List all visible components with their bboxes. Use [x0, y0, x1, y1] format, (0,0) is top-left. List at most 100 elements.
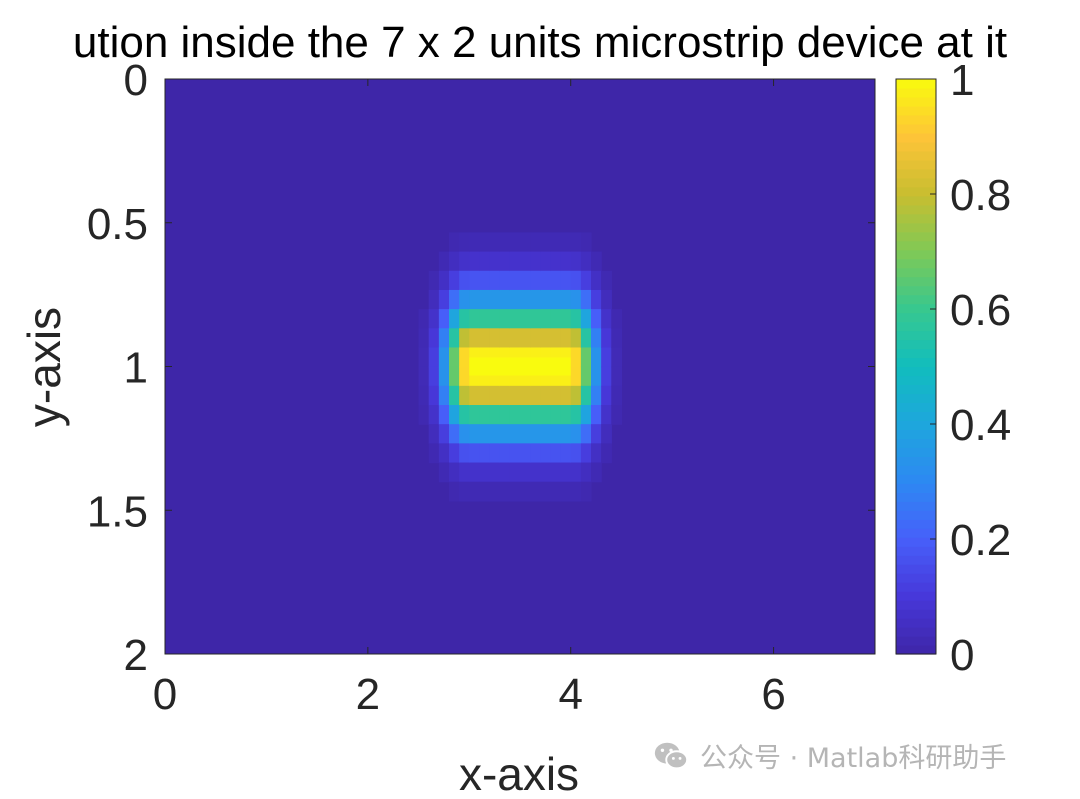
- colorbar-segment: [896, 357, 936, 368]
- heatmap-cell: [449, 232, 460, 253]
- heatmap-cell: [479, 232, 491, 253]
- heatmap-cell: [449, 328, 460, 349]
- heatmap-cell: [509, 270, 521, 291]
- colorbar-segment: [896, 339, 936, 350]
- heatmap-cell: [580, 347, 592, 368]
- heatmap-cell: [560, 424, 572, 444]
- heatmap-cell: [459, 462, 470, 483]
- heatmap-cell: [438, 385, 450, 406]
- heatmap-cell: [520, 443, 531, 464]
- colorbar-frame: [895, 78, 937, 655]
- heatmap-cell: [570, 232, 582, 253]
- colorbar-segment: [896, 285, 936, 296]
- heatmap-cell: [570, 405, 582, 425]
- heatmap-cell: [530, 481, 541, 502]
- heatmap-cell: [591, 328, 602, 349]
- heatmap-cell: [489, 462, 501, 483]
- heatmap-cell: [459, 347, 470, 368]
- heatmap-cell: [580, 385, 592, 406]
- heatmap-cell: [591, 366, 602, 387]
- heatmap-cell: [469, 328, 481, 349]
- x-tick-label: 2: [356, 670, 380, 719]
- y-axis: 0 0.5 1 1.5 2: [87, 56, 875, 680]
- heatmap-cell: [449, 289, 460, 310]
- heatmap-cell: [580, 424, 592, 444]
- colorbar-segment: [896, 213, 936, 224]
- colorbar-segment: [896, 330, 936, 341]
- heatmap-cell: [459, 424, 470, 444]
- heatmap-cell: [418, 347, 430, 368]
- heatmap-cell: [520, 424, 531, 444]
- heatmap-cell: [459, 481, 470, 502]
- heatmap-cell: [560, 385, 572, 406]
- plot-area: [165, 79, 875, 654]
- heatmap-cell: [560, 232, 572, 253]
- heatmap-cell: [550, 270, 562, 291]
- colorbar-segment: [896, 483, 936, 493]
- colorbar-segment: [896, 105, 936, 116]
- heatmap-cell: [601, 385, 612, 406]
- heatmap-cell: [449, 309, 460, 329]
- heatmap-cell: [499, 309, 511, 329]
- heatmap-cell: [530, 405, 541, 425]
- heatmap-cell: [591, 385, 602, 406]
- heatmap-cell: [499, 385, 511, 406]
- heatmap-cell: [438, 366, 450, 387]
- heatmap-cell: [499, 232, 511, 253]
- heatmap-cell: [479, 481, 491, 502]
- heatmap-cell: [550, 289, 562, 310]
- conductor-strip: [469, 357, 571, 376]
- heatmap-cell: [499, 405, 511, 425]
- colorbar-tick-label: 0.8: [950, 171, 1011, 220]
- chart-title: ution inside the 7 x 2 units microstrip …: [73, 18, 1007, 67]
- heatmap-cell: [489, 232, 501, 253]
- heatmap-cell: [509, 347, 521, 368]
- heatmap-cell: [418, 328, 430, 349]
- x-tick-label: 4: [558, 670, 582, 719]
- colorbar-segment: [896, 321, 936, 332]
- heatmap-cell: [459, 405, 470, 425]
- heatmap-cell: [469, 347, 481, 368]
- x-axis: 0 2 4 6: [153, 79, 786, 719]
- heatmap-cell: [611, 366, 623, 387]
- heatmap-cell: [479, 443, 491, 464]
- heatmap-cell: [520, 328, 531, 349]
- heatmap-cell: [449, 251, 460, 272]
- heatmap-cell: [428, 289, 440, 310]
- colorbar-segment: [896, 231, 936, 242]
- heatmap-cell: [418, 366, 430, 387]
- heatmap-cell: [570, 289, 582, 310]
- heatmap-cell: [560, 366, 572, 387]
- heatmap-cell: [570, 443, 582, 464]
- heatmap-cell: [428, 366, 440, 387]
- heatmap-cell: [469, 385, 481, 406]
- heatmap-cell: [509, 443, 521, 464]
- heatmap-cell: [479, 366, 491, 387]
- heatmap-cell: [580, 251, 592, 272]
- heatmap-cell: [459, 366, 470, 387]
- heatmap-cell: [601, 289, 612, 310]
- colorbar-segment: [896, 393, 936, 404]
- heatmap-cell: [560, 328, 572, 349]
- heatmap-cell: [570, 251, 582, 272]
- heatmap-cell: [530, 289, 541, 310]
- colorbar-segment: [896, 186, 936, 197]
- heatmap-cell: [479, 405, 491, 425]
- heatmap-cell: [459, 232, 470, 253]
- colorbar-segment: [896, 141, 936, 152]
- heatmap-cell: [550, 443, 562, 464]
- heatmap-cell: [550, 424, 562, 444]
- heatmap-cell: [540, 328, 552, 349]
- heatmap-cell: [560, 443, 572, 464]
- heatmap-cell: [540, 289, 552, 310]
- heatmap-cell: [469, 405, 481, 425]
- colorbar-segment: [896, 591, 936, 601]
- colorbar-segment: [896, 294, 936, 305]
- heatmap-cell: [449, 270, 460, 291]
- colorbar-segment: [896, 384, 936, 395]
- heatmap-cell: [489, 385, 501, 406]
- heatmap-cell: [580, 405, 592, 425]
- heatmap-cell: [550, 232, 562, 253]
- heatmap-cell: [428, 424, 440, 444]
- heatmap-cell: [560, 405, 572, 425]
